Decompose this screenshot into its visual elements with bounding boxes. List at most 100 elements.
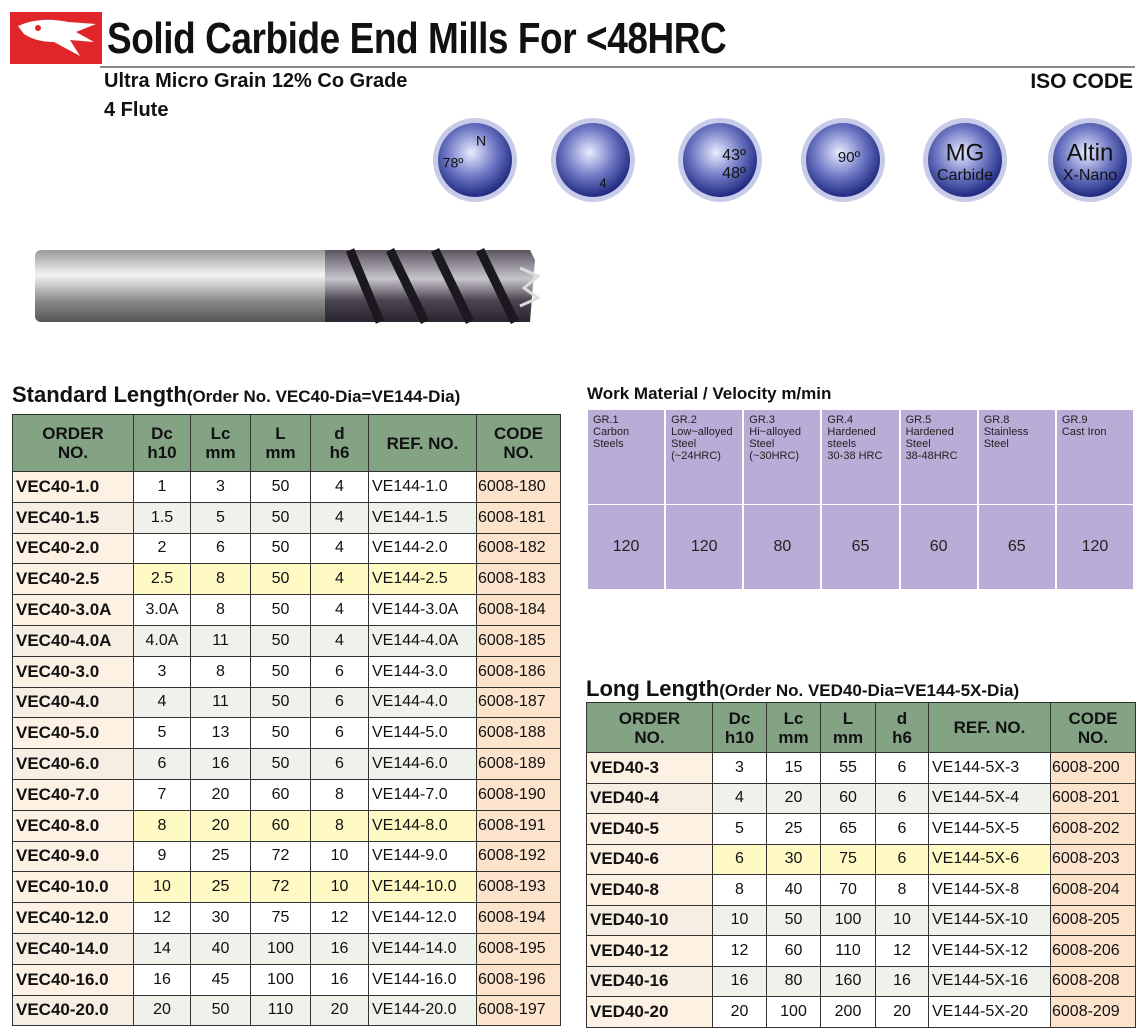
material-text: Steel	[983, 438, 1009, 450]
table-cell: 6008-186	[476, 655, 561, 688]
section-title: Long Length(Order No. VED40-Dia=VE144-5X…	[586, 676, 1019, 702]
table-cell: 6008-205	[1050, 904, 1136, 936]
velocity-cell: 65	[976, 504, 1057, 589]
table-row: VEC40-6.0 6 16 50 6 VE144-6.0 6008-189	[12, 748, 561, 780]
table-cell: 6	[712, 843, 767, 875]
table-cell: 20	[190, 809, 251, 842]
table-cell: 60	[250, 809, 311, 842]
table-row: VED40-16 16 80 160 16 VE144-5X-16 6008-208	[586, 965, 1136, 997]
table-cell: VE144-5X-6	[928, 843, 1051, 875]
material-cell: GR.9 Cast Iron	[1054, 410, 1136, 505]
header-text: h10	[724, 727, 755, 747]
header-text: L	[275, 424, 286, 443]
table-cell: VEC40-2.0	[12, 532, 134, 565]
material-text: Steel	[905, 438, 931, 450]
table-cell: 16	[712, 965, 767, 997]
table-cell: VED40-10	[586, 904, 713, 936]
header-text: L	[842, 708, 854, 728]
table-cell: 16	[190, 748, 251, 780]
header-text: CODE	[493, 424, 544, 443]
icon-label: Carbide	[937, 167, 993, 184]
material-text: Hi~alloyed	[749, 426, 801, 438]
table-cell: VE144-20.0	[368, 994, 477, 1027]
table-cell: VE144-5.0	[368, 717, 477, 750]
icon-disc	[556, 123, 630, 197]
table-cell: 6	[310, 686, 369, 719]
table-cell: 45	[190, 963, 251, 996]
table-cell: VEC40-1.5	[12, 501, 134, 534]
table-cell: VE144-5X-20	[928, 996, 1051, 1028]
material-cell: GR.5 Hardened Steel 38-48HRC	[898, 410, 979, 505]
table-cell: 30	[766, 843, 821, 875]
material-text: GR.9	[1061, 414, 1088, 426]
velocity-cell: 120	[1054, 504, 1136, 589]
header-text: d	[334, 424, 345, 443]
table-cell: 8	[310, 778, 369, 811]
header-cell: Dc h10	[133, 414, 191, 472]
material-text: GR.5	[905, 414, 932, 426]
icon-label: 48º	[722, 165, 746, 182]
header-cell: Lc mm	[190, 414, 251, 472]
table-row: VED40-6 6 30 75 6 VE144-5X-6 6008-203	[586, 843, 1136, 875]
table-cell: 5	[133, 717, 191, 750]
table-cell: VEC40-16.0	[12, 963, 134, 996]
table-cell: 40	[766, 874, 821, 906]
icon-disc	[806, 123, 880, 197]
header-cell: REF. NO.	[368, 414, 477, 472]
velocity-cell: 120	[664, 504, 745, 589]
table-cell: 10	[310, 840, 369, 873]
header-cell: ORDER NO.	[12, 414, 134, 472]
table-cell: 50	[250, 655, 311, 688]
table-cell: 2	[133, 532, 191, 565]
icon-label: 90º	[838, 149, 861, 166]
table-cell: 25	[190, 840, 251, 873]
material-text: GR.4	[827, 414, 854, 426]
icon-label: MG	[946, 139, 985, 166]
icon-label: 78º	[443, 155, 464, 171]
header-text: h10	[147, 443, 177, 462]
table-cell: 6008-208	[1050, 965, 1136, 997]
table-cell: VE144-9.0	[368, 840, 477, 873]
table-cell: 20	[190, 778, 251, 811]
header-text: NO.	[634, 727, 665, 747]
velocity-cell: 120	[585, 504, 667, 589]
velocity-cell: 80	[742, 504, 823, 589]
table-cell: VEC40-9.0	[12, 840, 134, 873]
table-cell: VE144-3.0	[368, 655, 477, 688]
section-note: (Order No. VEC40-Dia=VE144-Dia)	[186, 387, 461, 406]
section-note: (Order No. VED40-Dia=VE144-5X-Dia)	[719, 681, 1020, 700]
table-cell: 6008-201	[1050, 782, 1136, 814]
material-text: GR.1	[593, 414, 619, 426]
table-cell: 5	[190, 501, 251, 534]
table-cell: VEC40-1.0	[12, 471, 134, 503]
table-cell: VEC40-8.0	[12, 809, 134, 842]
table-cell: 20	[712, 996, 767, 1028]
header-text: Lc	[783, 708, 804, 728]
table-cell: 1	[133, 471, 191, 503]
icon-disc	[438, 123, 512, 197]
table-cell: 6008-183	[476, 563, 561, 596]
icon-disc	[683, 123, 757, 197]
table-cell: 8	[875, 874, 929, 906]
table-cell: 72	[250, 871, 311, 904]
table-cell: 8	[310, 809, 369, 842]
table-cell: 50	[250, 686, 311, 719]
icon-label: 4	[599, 175, 606, 190]
material-text: (~30HRC)	[749, 450, 800, 462]
table-cell: 110	[820, 935, 876, 967]
table-row: VEC40-1.0 1 3 50 4 VE144-1.0 6008-180	[12, 471, 561, 503]
table-cell: VEC40-20.0	[12, 994, 134, 1027]
header-text: REF. NO.	[386, 433, 459, 453]
header-text: mm	[265, 443, 296, 462]
header-cell: REF. NO.	[928, 702, 1051, 753]
header-text: NO.	[57, 443, 89, 462]
table-cell: 16	[310, 963, 369, 996]
